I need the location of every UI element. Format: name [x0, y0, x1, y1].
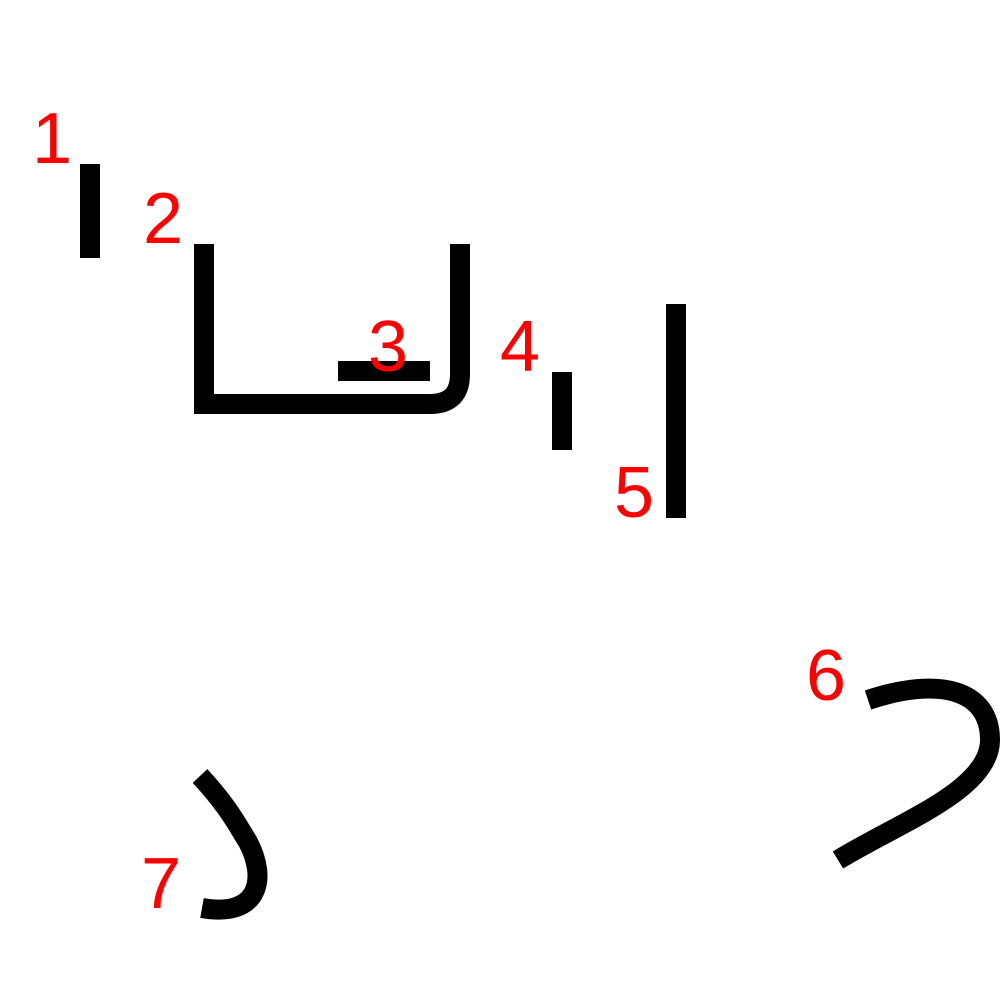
- stroke-6: [832, 678, 1000, 869]
- stroke-label-6: 6: [806, 636, 846, 716]
- stroke-2: [194, 244, 470, 414]
- stroke-label-7: 7: [141, 844, 181, 924]
- stroke-label-4: 4: [500, 307, 540, 387]
- stroke-label-1: 1: [32, 99, 72, 179]
- stroke-7: [192, 769, 268, 920]
- stroke-label-2: 2: [143, 179, 183, 259]
- stroke-label-3: 3: [368, 307, 408, 387]
- stroke-label-5: 5: [614, 453, 654, 533]
